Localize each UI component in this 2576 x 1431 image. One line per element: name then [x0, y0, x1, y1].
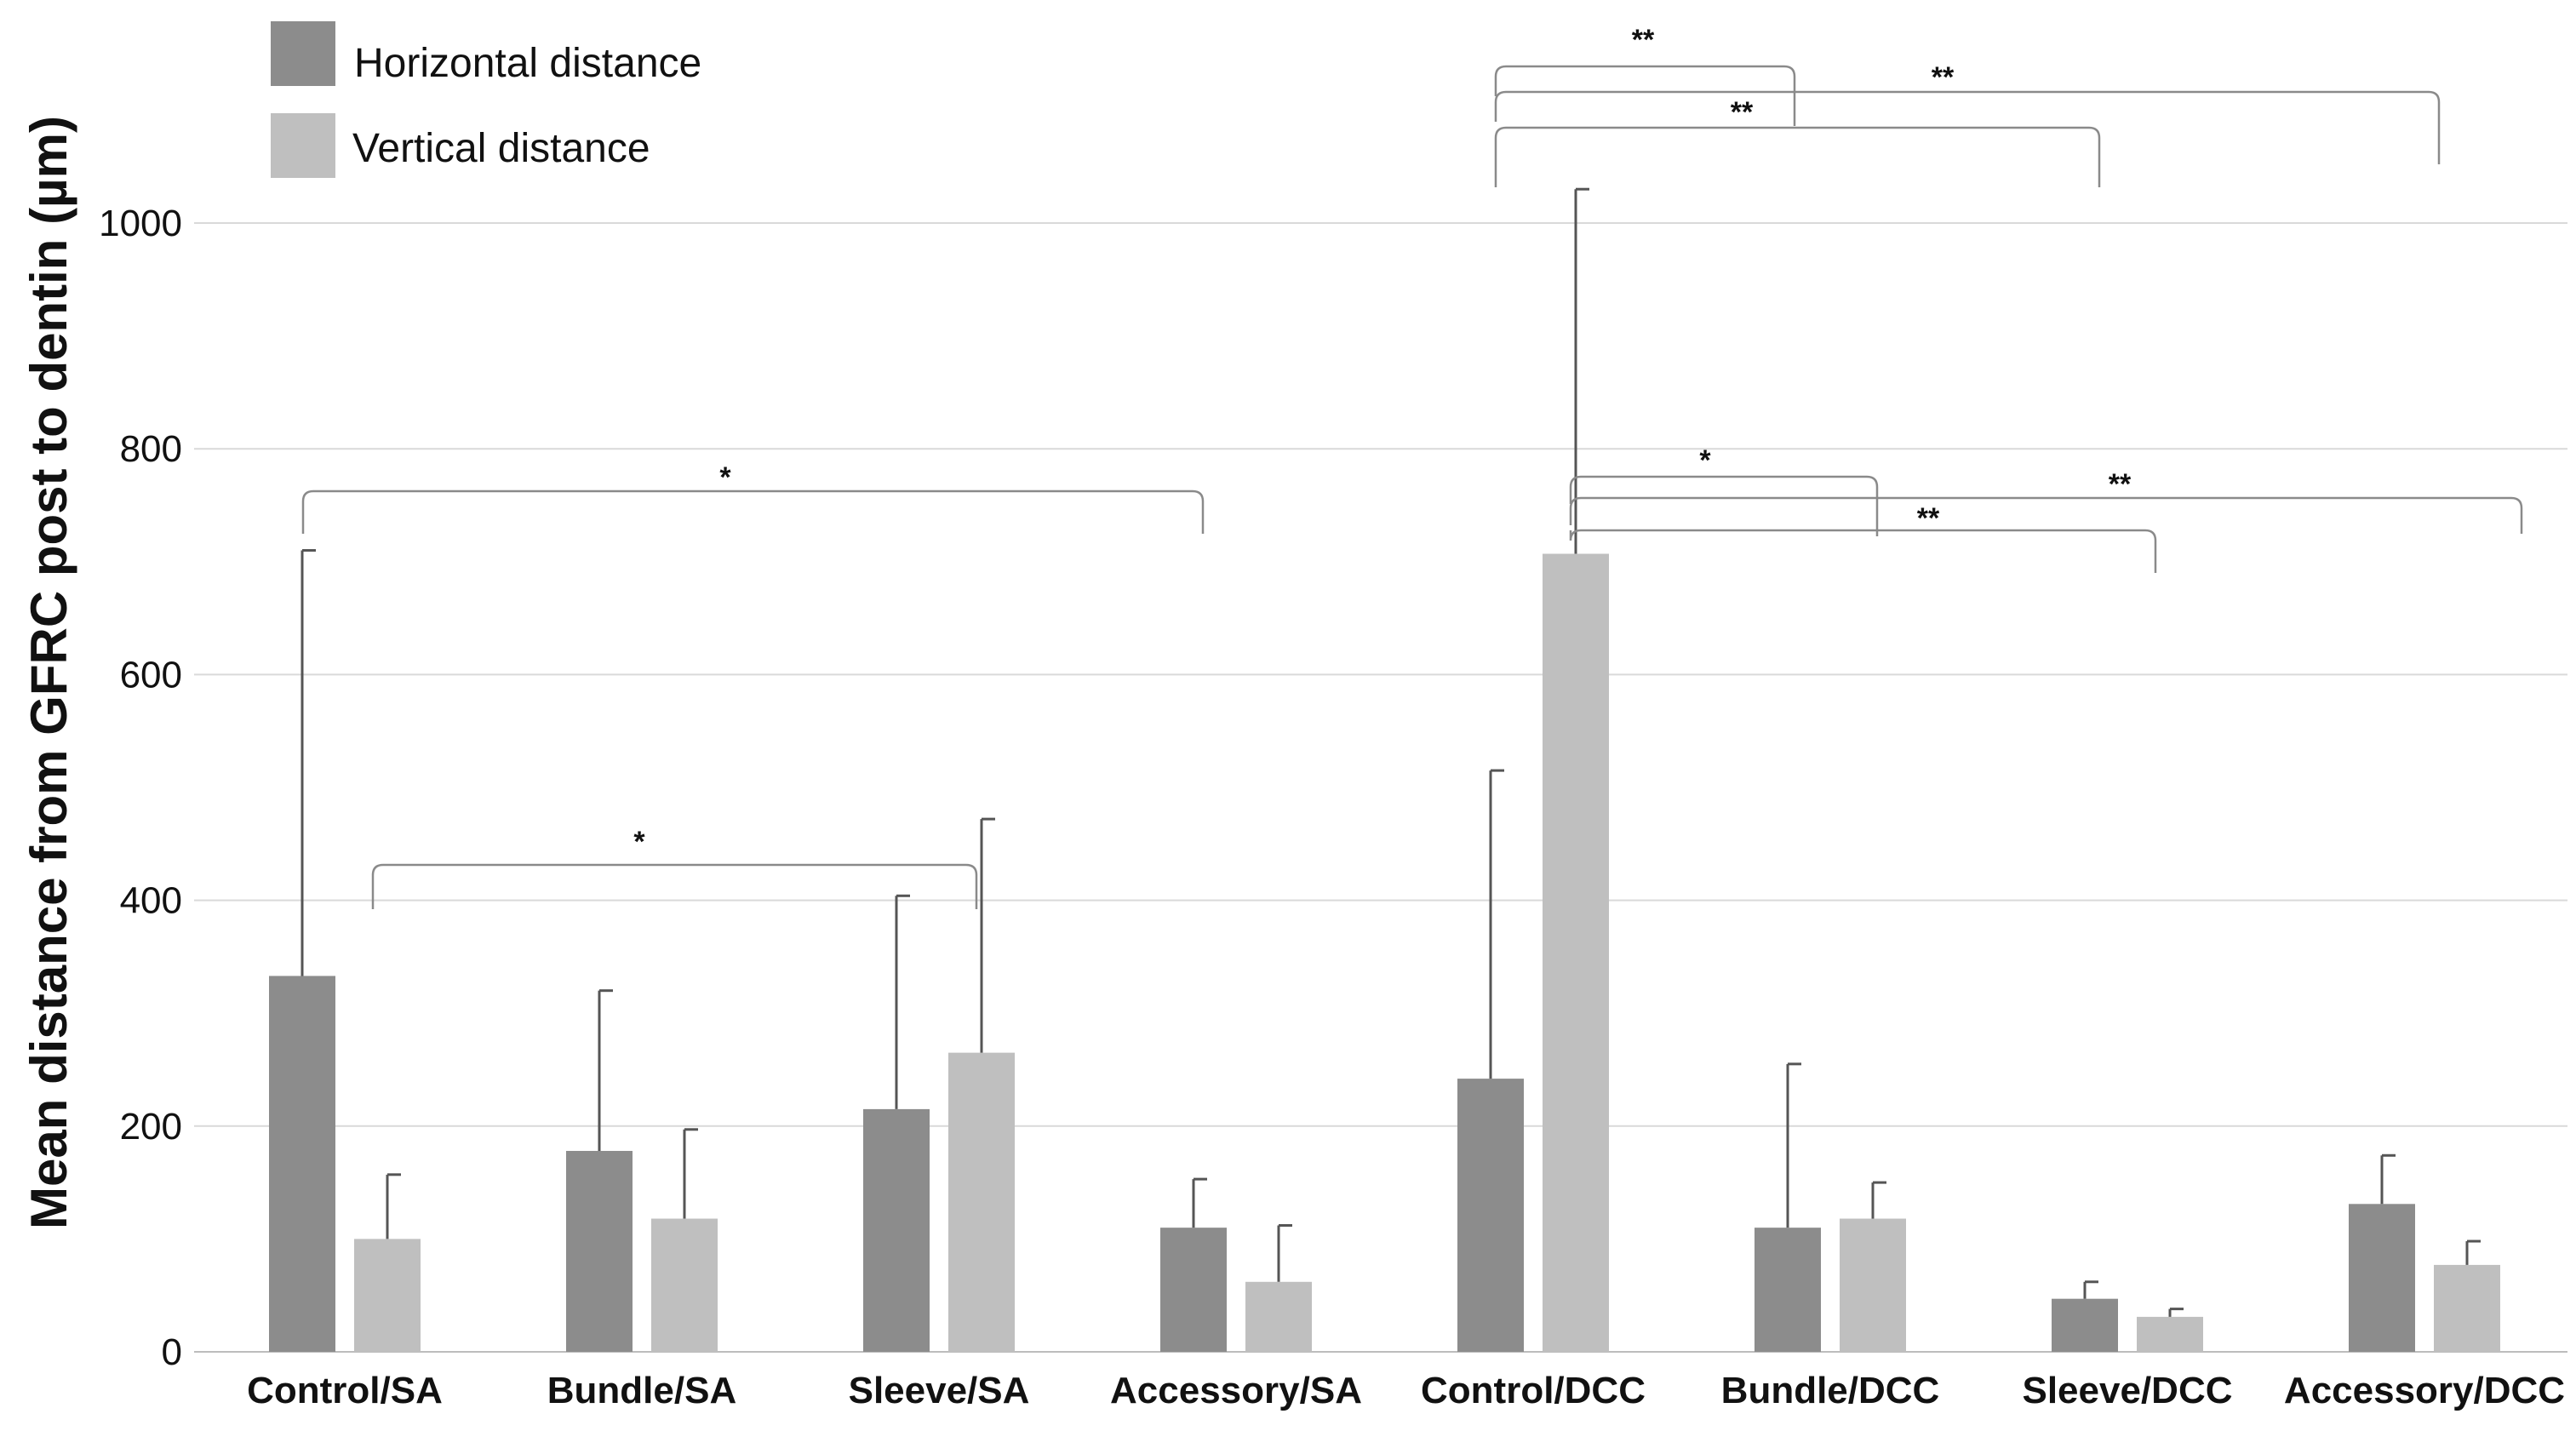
bar — [651, 1218, 718, 1352]
legend-swatch-horizontal — [271, 21, 335, 86]
bar — [1543, 553, 1609, 1352]
bar — [863, 1108, 930, 1352]
x-category-label: Control/DCC — [1421, 1370, 1646, 1411]
significance-label: * — [1699, 444, 1711, 477]
significance-bracket — [1569, 529, 2157, 573]
bar — [1245, 1281, 1312, 1352]
legend: Horizontal distance Vertical distance — [271, 21, 701, 178]
significance-label: ** — [1917, 502, 1940, 535]
significance-label: ** — [2109, 468, 2132, 501]
legend-label-horizontal: Horizontal distance — [354, 41, 701, 86]
significance-bracket — [301, 489, 1205, 534]
bar — [1160, 1228, 1227, 1352]
bars — [269, 553, 2500, 1352]
significance-bracket — [1494, 126, 2101, 187]
bar — [354, 1239, 421, 1352]
significance-label: ** — [1932, 61, 1955, 94]
x-category-label: Sleeve/SA — [849, 1370, 1030, 1411]
error-bars — [301, 187, 2481, 1317]
significance-label: * — [719, 461, 731, 494]
bar — [2434, 1264, 2500, 1352]
gridlines — [194, 222, 2567, 1353]
x-category-label: Sleeve/DCC — [2022, 1370, 2232, 1411]
y-tick-label: 0 — [162, 1331, 182, 1373]
legend-label-vertical: Vertical distance — [352, 126, 650, 171]
bar — [269, 976, 335, 1352]
x-category-label: Accessory/SA — [1110, 1370, 1362, 1411]
bar — [566, 1150, 633, 1352]
significance-label: ** — [1632, 24, 1655, 56]
x-category-label: Bundle/DCC — [1721, 1370, 1940, 1411]
x-category-labels: Control/SA Bundle/SA Sleeve/SA Accessory/SA… — [247, 1370, 2565, 1411]
y-tick-label: 600 — [120, 654, 182, 695]
significance-bracket — [1494, 90, 2441, 164]
y-tick-label: 800 — [120, 428, 182, 470]
significance-label: ** — [1731, 96, 1754, 129]
significance-bracket — [1494, 65, 1796, 126]
x-category-label: Control/SA — [247, 1370, 443, 1411]
x-category-label: Bundle/SA — [547, 1370, 736, 1411]
x-category-label: Accessory/DCC — [2284, 1370, 2565, 1411]
legend-swatch-vertical — [271, 113, 335, 178]
y-tick-label: 1000 — [99, 203, 182, 244]
significance-brackets: ************* — [301, 24, 2523, 909]
bar — [2137, 1316, 2203, 1352]
bar — [2052, 1298, 2118, 1352]
bar — [1755, 1228, 1821, 1352]
significance-bracket — [371, 863, 978, 909]
y-tick-labels: 0 200 400 600 800 1000 — [99, 203, 182, 1373]
bar — [1457, 1079, 1524, 1352]
y-tick-label: 400 — [120, 880, 182, 922]
significance-bracket — [1569, 496, 2523, 534]
significance-label: * — [633, 826, 645, 858]
bar — [1840, 1218, 1906, 1352]
y-tick-label: 200 — [120, 1106, 182, 1148]
significance-bracket — [1569, 475, 1879, 536]
bar — [2349, 1204, 2415, 1352]
y-axis-label: Mean distance from GFRC post to dentin (… — [20, 116, 77, 1229]
bar — [948, 1052, 1015, 1352]
